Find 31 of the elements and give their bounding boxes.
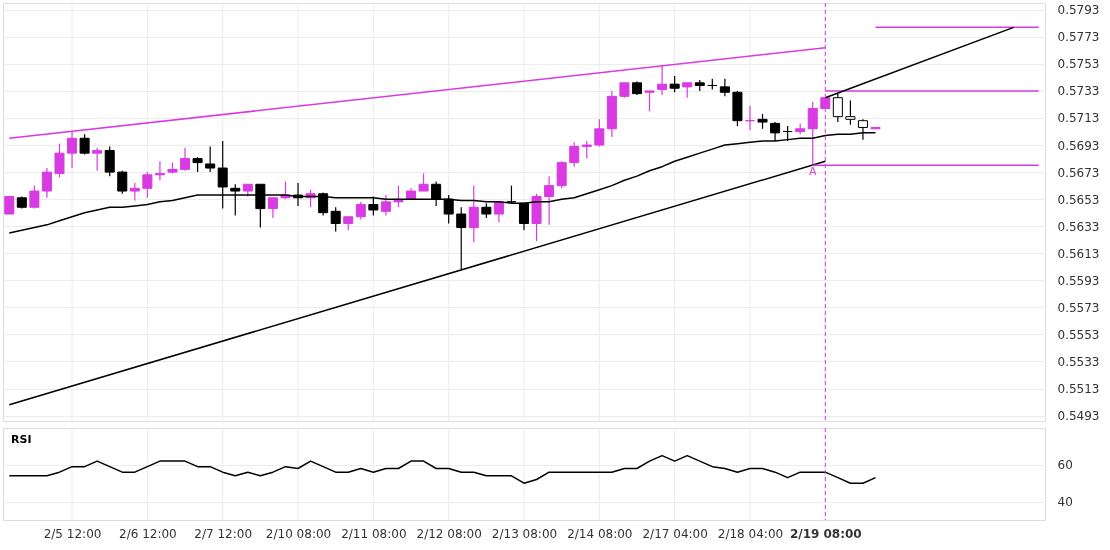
x-tick-label: 2/14 08:00 (567, 526, 633, 541)
x-tick-label: 2/5 12:00 (43, 526, 102, 541)
y-tick-label: 0.5693 (1057, 138, 1100, 153)
y-tick-label: 0.5653 (1057, 192, 1100, 207)
x-tick-label: 2/13 08:00 (491, 526, 558, 541)
y-tick-label: 0.5573 (1057, 300, 1100, 315)
x-tick-label: 2/7 12:00 (194, 526, 253, 541)
y-tick-label: 0.5793 (1057, 3, 1100, 18)
x-tick-label: 2/10 08:00 (265, 526, 332, 541)
x-tick-label: 2/18 04:00 (717, 526, 784, 541)
y-tick-label: 60 (1057, 458, 1073, 473)
y-tick-label: 0.5633 (1057, 219, 1100, 234)
x-tick-label: 2/19 08:00 (789, 526, 862, 541)
y-tick-label: 0.5673 (1057, 165, 1100, 180)
y-tick-label: 0.5613 (1057, 246, 1100, 261)
x-tick-label: 2/11 08:00 (341, 526, 407, 541)
y-tick-label: 0.5713 (1057, 111, 1100, 126)
y-tick-label: 0.5513 (1057, 382, 1100, 397)
y-tick-label: 0.5753 (1057, 57, 1100, 72)
chart-title: RSI (11, 433, 32, 446)
y-tick-label: 0.5553 (1057, 327, 1100, 342)
y-tick-label: 40 (1057, 495, 1073, 510)
x-tick-label: 2/12 08:00 (416, 526, 482, 541)
x-tick-label: 2/6 12:00 (119, 526, 177, 541)
annotation: A (808, 164, 817, 178)
y-tick-label: 0.5493 (1057, 409, 1100, 424)
y-tick-label: 0.5593 (1057, 273, 1100, 288)
y-tick-label: 0.5733 (1057, 84, 1100, 99)
y-tick-label: 0.5773 (1057, 30, 1100, 45)
y-tick-label: 0.5533 (1057, 354, 1100, 369)
x-tick-label: 2/17 04:00 (642, 526, 708, 541)
